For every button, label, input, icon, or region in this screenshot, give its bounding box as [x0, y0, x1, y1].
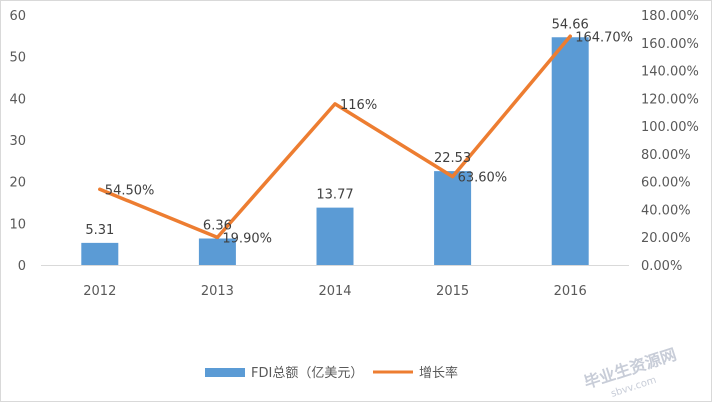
x-tick-label: 2012 — [83, 284, 116, 299]
line-point — [98, 187, 102, 191]
right-tick-label: 20.00% — [641, 231, 691, 246]
line-point — [215, 235, 219, 239]
bar — [551, 37, 589, 265]
line-series — [98, 34, 572, 240]
x-tick-label: 2016 — [554, 284, 587, 299]
bar-data-labels: 5.31 6.36 13.77 22.53 54.66 — [85, 17, 588, 238]
line-data-label: 164.70% — [575, 30, 633, 45]
growth-rate-line — [98, 34, 572, 240]
bar — [198, 238, 236, 265]
right-tick-label: 80.00% — [641, 148, 691, 163]
line-point — [568, 34, 572, 38]
line-data-labels: 54.50% 19.90% 116% 63.60% 164.70% — [105, 30, 633, 246]
right-axis-ticks: 0.00% 20.00% 40.00% 60.00% 80.00% 100.00% 120.… — [641, 9, 699, 274]
left-tick-label: 50 — [9, 51, 26, 66]
right-tick-label: 160.00% — [641, 37, 699, 52]
line-data-label: 54.50% — [105, 183, 155, 198]
right-tick-label: 120.00% — [641, 92, 699, 107]
right-tick-label: 140.00% — [641, 65, 699, 80]
bar — [81, 242, 119, 265]
bar-series — [81, 37, 589, 265]
left-tick-label: 60 — [9, 9, 26, 24]
legend-swatch-bar — [205, 368, 245, 377]
line-point — [333, 102, 337, 106]
left-axis-ticks: 0 10 20 30 40 50 60 — [9, 9, 26, 274]
line-data-label: 116% — [340, 98, 377, 113]
left-tick-label: 30 — [9, 134, 26, 149]
bar — [316, 207, 354, 265]
line-data-label: 19.90% — [222, 231, 272, 246]
left-tick-label: 0 — [18, 259, 26, 274]
bar-data-label: 6.36 — [203, 219, 232, 234]
bar-data-label: 54.66 — [552, 17, 589, 32]
x-tick-label: 2015 — [436, 284, 469, 299]
watermark: 毕业生资源网 sbvv.com — [582, 345, 679, 400]
right-tick-label: 0.00% — [641, 259, 682, 274]
line-point — [451, 175, 455, 179]
left-tick-label: 20 — [9, 176, 26, 191]
bar-data-label: 22.53 — [434, 151, 471, 166]
right-tick-label: 40.00% — [641, 203, 691, 218]
bar-data-label: 13.77 — [316, 188, 353, 203]
line-data-label: 63.60% — [458, 171, 508, 186]
legend: FDI总额（亿美元） 增长率 — [205, 365, 458, 381]
x-tick-label: 2013 — [201, 284, 234, 299]
x-axis-ticks: 2012 2013 2014 2015 2016 — [83, 284, 586, 299]
right-tick-label: 100.00% — [641, 120, 699, 135]
x-tick-label: 2014 — [318, 284, 351, 299]
left-tick-label: 10 — [9, 217, 26, 232]
bar — [434, 171, 472, 265]
left-tick-label: 40 — [9, 92, 26, 107]
right-tick-label: 180.00% — [641, 9, 699, 24]
legend-label-line: 增长率 — [419, 365, 458, 381]
bar-data-label: 5.31 — [85, 223, 114, 238]
legend-label-bar: FDI总额（亿美元） — [251, 366, 363, 381]
right-tick-label: 60.00% — [641, 176, 691, 191]
